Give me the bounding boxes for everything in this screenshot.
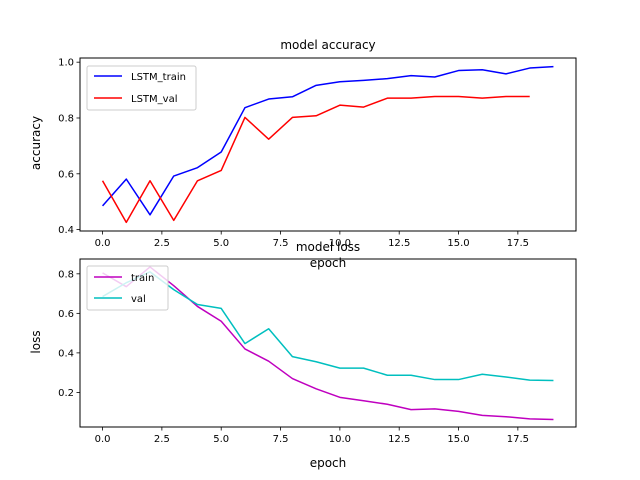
accuracy-legend-label-1: LSTM_val (131, 94, 177, 105)
loss-series-layer (102, 266, 554, 421)
accuracy-y-tick-label: 0.6 (58, 169, 74, 180)
accuracy-tick-layer: 0.0 2.5 5.0 7.5 10.0 12.5 15.0 17.5 0.4 0.6 0.8 1.0 (58, 58, 529, 249)
loss-tick-layer: 0.0 2.5 5.0 7.5 10.0 12.5 15.0 17.5 0.2 0.4 0.6 0.8 (58, 269, 529, 445)
loss-y-axis-label: loss (29, 330, 43, 353)
accuracy-x-tick-label: 17.5 (507, 238, 529, 249)
accuracy-x-tick-label: 10.0 (329, 238, 351, 249)
accuracy-x-tick-label: 5.0 (213, 238, 229, 249)
loss-x-tick-label: 15.0 (447, 434, 469, 445)
loss-x-tick-label: 7.5 (273, 434, 289, 445)
loss-axes-frame (79, 258, 577, 428)
loss-x-tick-label: 5.0 (213, 434, 229, 445)
loss-x-tick-label: 17.5 (507, 434, 529, 445)
accuracy-series-layer (101, 65, 554, 224)
loss-x-tick-label: 10.0 (329, 434, 351, 445)
accuracy-series-line-0 (101, 65, 554, 216)
accuracy-legend-label-0: LSTM_train (131, 72, 186, 83)
accuracy-y-tick-label: 1.0 (58, 58, 74, 69)
loss-series-line-1 (102, 271, 554, 382)
accuracy-y-tick-label: 0.8 (58, 113, 74, 124)
loss-legend-label-1: val (131, 294, 146, 305)
accuracy-x-tick-label: 2.5 (154, 238, 170, 249)
accuracy-series-line-1 (101, 95, 530, 224)
loss-x-tick-label: 12.5 (388, 434, 410, 445)
accuracy-x-tick-label: 7.5 (273, 238, 289, 249)
accuracy-y-axis-label: accuracy (29, 116, 43, 170)
accuracy-x-axis-label: epoch (310, 256, 347, 270)
accuracy-chart-title: model accuracy (280, 38, 375, 52)
accuracy-y-tick-label: 0.4 (58, 225, 74, 236)
loss-x-tick-label: 0.0 (95, 434, 111, 445)
accuracy-x-tick-label: 12.5 (388, 238, 410, 249)
loss-legend: train val (86, 265, 169, 311)
loss-subplot: 0.0 2.5 5.0 7.5 10.0 12.5 15.0 17.5 0.2 0.4 0.6 0.8… (29, 240, 577, 470)
loss-y-tick-label: 0.2 (58, 388, 74, 399)
loss-series-line-0 (102, 266, 554, 421)
accuracy-axes-frame (79, 57, 577, 232)
loss-y-tick-label: 0.8 (58, 269, 74, 280)
loss-legend-label-0: train (131, 273, 154, 284)
loss-legend-box (86, 265, 169, 311)
loss-chart-title: model loss (296, 240, 360, 254)
accuracy-x-tick-label: 15.0 (447, 238, 469, 249)
accuracy-legend: LSTM_train LSTM_val (86, 65, 197, 111)
loss-y-tick-label: 0.6 (58, 309, 74, 320)
loss-y-tick-label: 0.4 (58, 348, 74, 359)
loss-x-tick-label: 2.5 (154, 434, 170, 445)
accuracy-legend-box (86, 65, 197, 111)
accuracy-x-tick-label: 0.0 (95, 238, 111, 249)
loss-x-axis-label: epoch (310, 456, 347, 470)
